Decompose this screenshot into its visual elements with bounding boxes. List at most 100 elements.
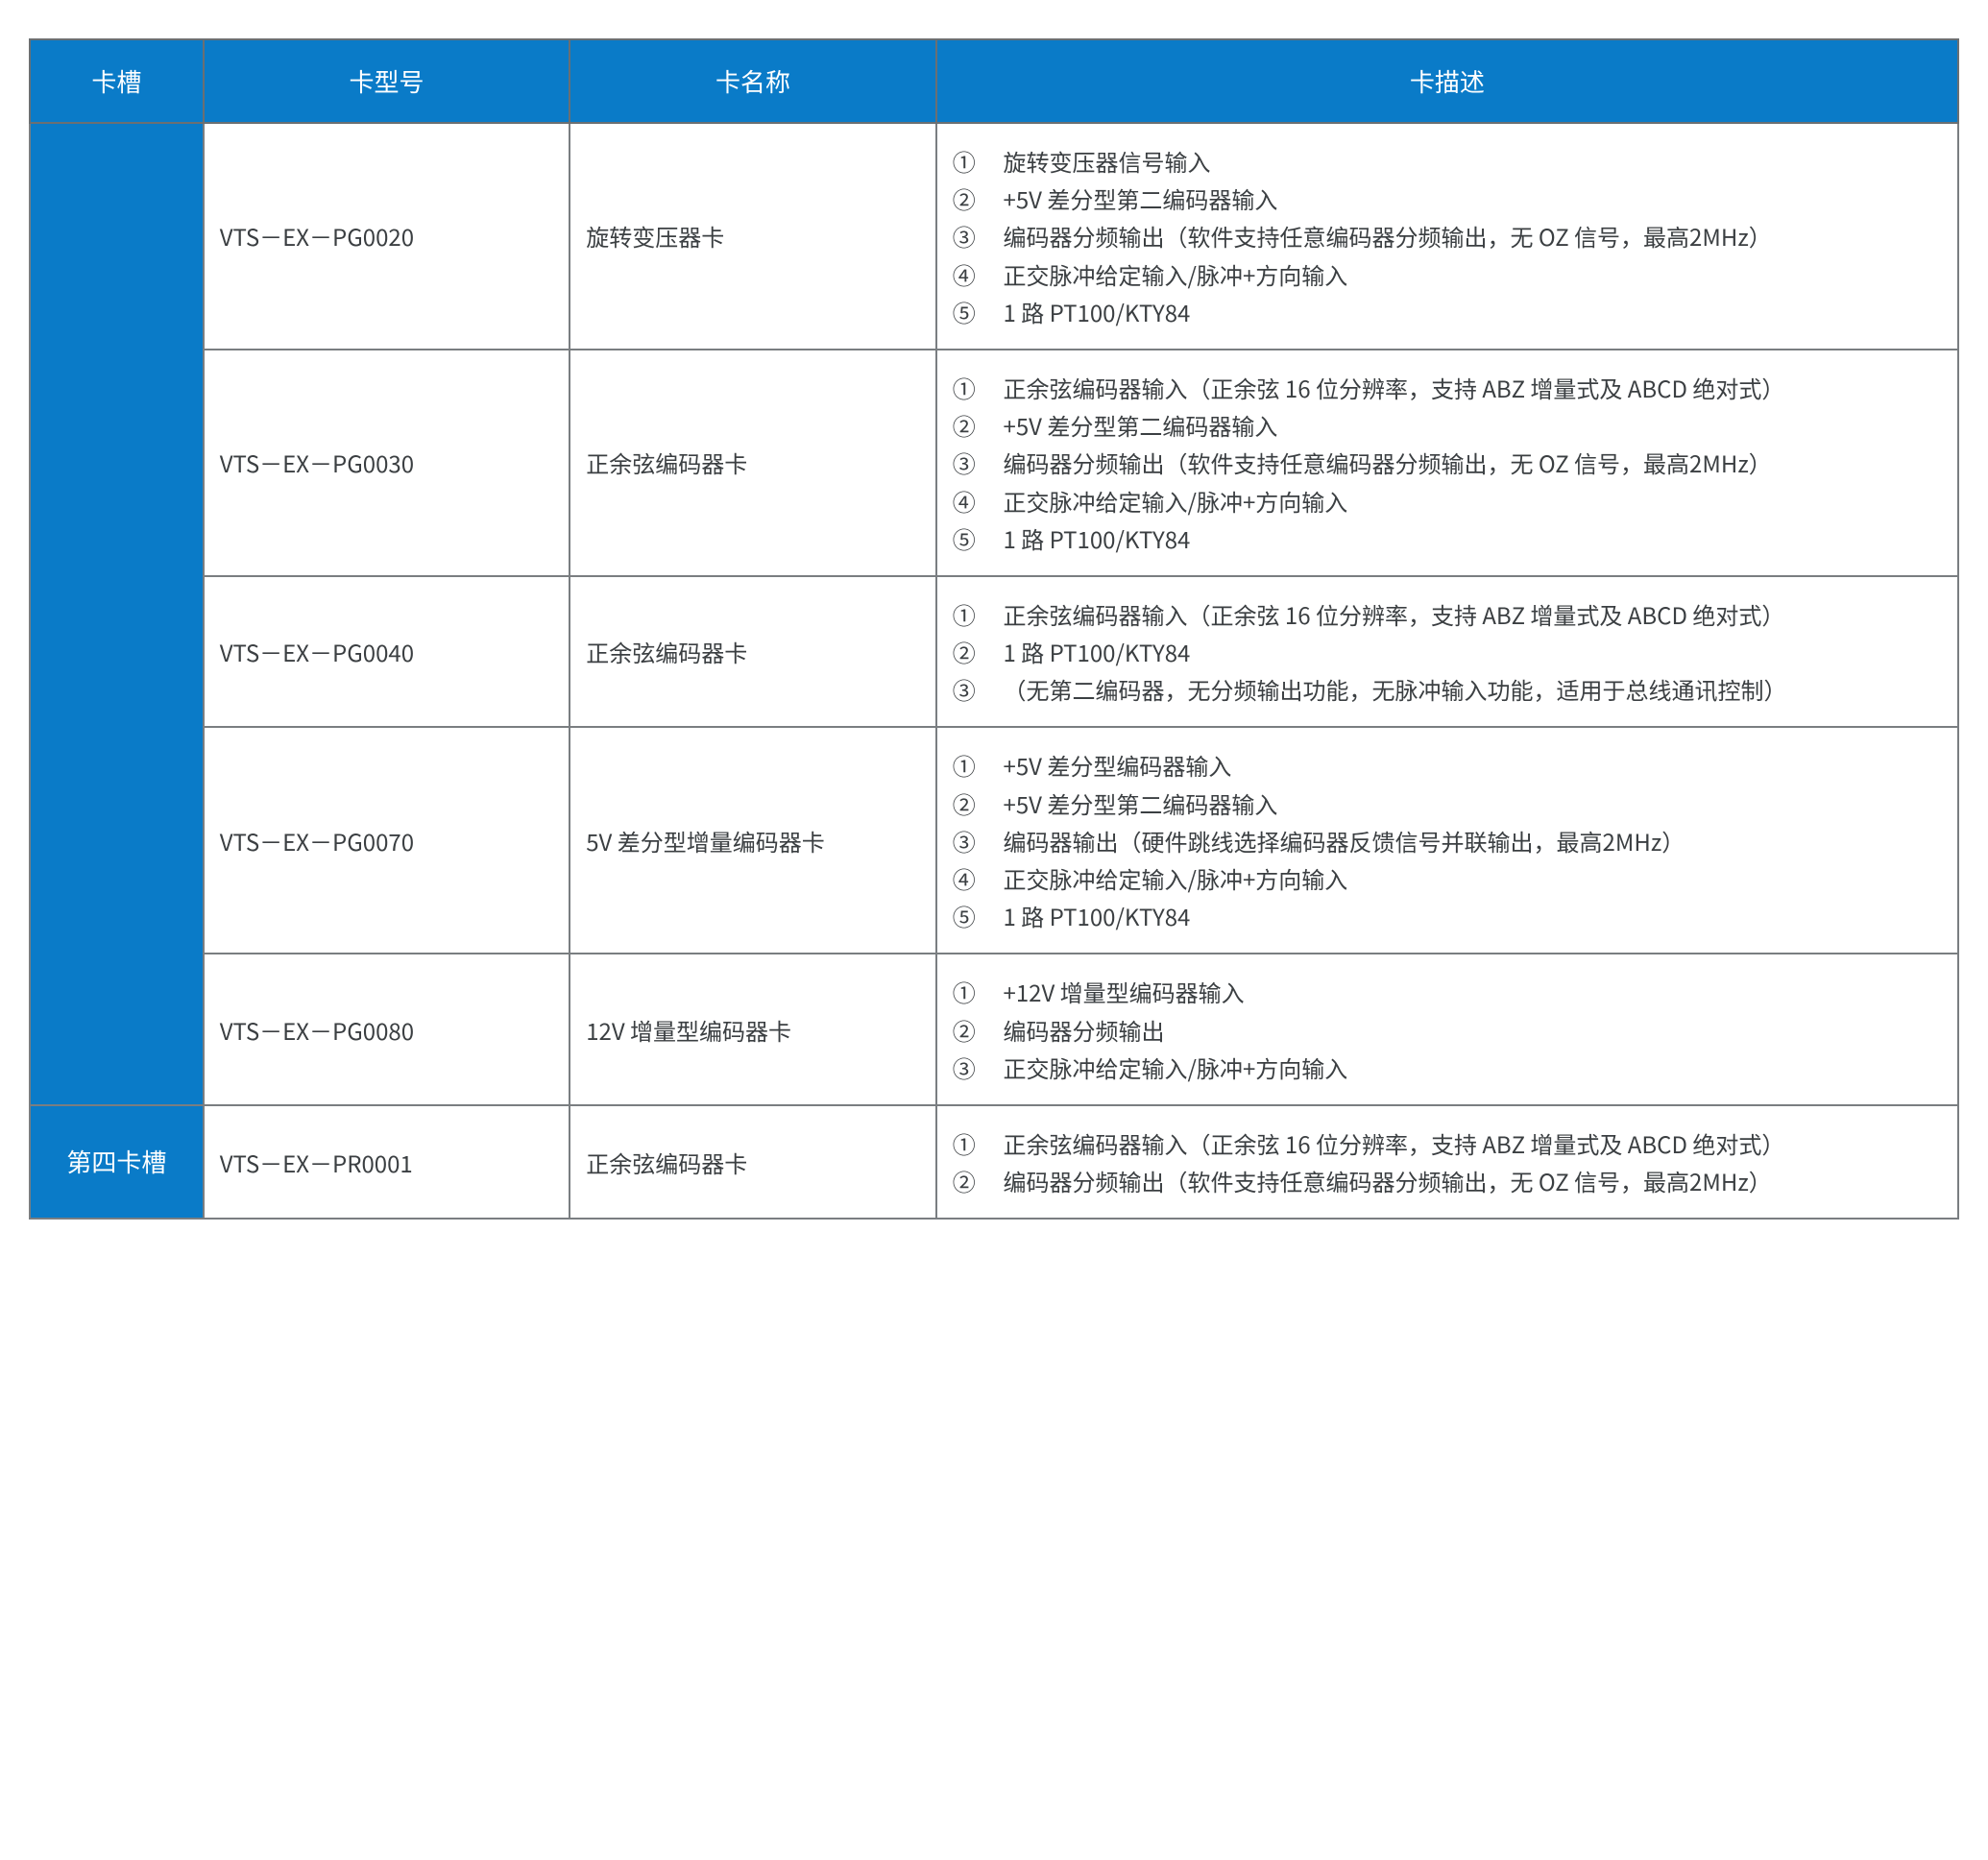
desc-text: 1 路 PT100/KTY84 [1004,899,1191,932]
circled-number-icon: ④ [953,256,999,292]
desc-text: 正交脉冲给定输入/脉冲+方向输入 [1004,257,1348,291]
circled-number-icon: ⑤ [953,294,999,329]
desc-text: 编码器分频输出（软件支持任意编码器分频输出，无 OZ 信号，最高2MHz） [1004,1164,1772,1197]
desc-item: ②+5V 差分型第二编码器输入 [953,181,1942,216]
desc-list: ①+5V 差分型编码器输入②+5V 差分型第二编码器输入③编码器输出（硬件跳线选… [953,747,1942,933]
model-cell: VTS－EX－PR0001 [204,1105,570,1219]
table-row: 第四卡槽VTS－EX－PR0001正余弦编码器卡①正余弦编码器输入（正余弦 16… [30,1105,1958,1219]
desc-item: ④正交脉冲给定输入/脉冲+方向输入 [953,860,1942,896]
circled-number-icon: ③ [953,445,999,480]
desc-cell: ①+5V 差分型编码器输入②+5V 差分型第二编码器输入③编码器输出（硬件跳线选… [936,727,1958,954]
circled-number-icon: ② [953,1012,999,1048]
desc-cell: ①正余弦编码器输入（正余弦 16 位分辨率，支持 ABZ 增量式及 ABCD 绝… [936,1105,1958,1219]
desc-text: 正余弦编码器输入（正余弦 16 位分辨率，支持 ABZ 增量式及 ABCD 绝对… [1004,1126,1785,1160]
desc-text: 正交脉冲给定输入/脉冲+方向输入 [1004,861,1348,895]
desc-cell: ①正余弦编码器输入（正余弦 16 位分辨率，支持 ABZ 增量式及 ABCD 绝… [936,350,1958,576]
desc-list: ①正余弦编码器输入（正余弦 16 位分辨率，支持 ABZ 增量式及 ABCD 绝… [953,370,1942,556]
name-cell: 12V 增量型编码器卡 [570,954,936,1105]
slot-cell: 第四卡槽 [30,1105,204,1219]
circled-number-icon: ② [953,1163,999,1198]
desc-list: ①旋转变压器信号输入②+5V 差分型第二编码器输入③编码器分频输出（软件支持任意… [953,143,1942,329]
desc-item: ①+5V 差分型编码器输入 [953,747,1942,783]
desc-text: 1 路 PT100/KTY84 [1004,635,1191,668]
table-row: VTS－EX－PG008012V 增量型编码器卡①+12V 增量型编码器输入②编… [30,954,1958,1105]
desc-list: ①正余弦编码器输入（正余弦 16 位分辨率，支持 ABZ 增量式及 ABCD 绝… [953,596,1942,708]
desc-item: ③编码器输出（硬件跳线选择编码器反馈信号并联输出，最高2MHz） [953,823,1942,858]
table-row: VTS－EX－PG0020旋转变压器卡①旋转变压器信号输入②+5V 差分型第二编… [30,123,1958,350]
table-row: VTS－EX－PG0030正余弦编码器卡①正余弦编码器输入（正余弦 16 位分辨… [30,350,1958,576]
desc-item: ③编码器分频输出（软件支持任意编码器分频输出，无 OZ 信号，最高2MHz） [953,445,1942,480]
desc-list: ①+12V 增量型编码器输入②编码器分频输出③正交脉冲给定输入/脉冲+方向输入 [953,974,1942,1085]
desc-text: +12V 增量型编码器输入 [1004,975,1245,1008]
name-cell: 旋转变压器卡 [570,123,936,350]
model-cell: VTS－EX－PG0040 [204,576,570,728]
circled-number-icon: ③ [953,671,999,707]
col-header-slot: 卡槽 [30,39,204,123]
desc-item: ⑤1 路 PT100/KTY84 [953,898,1942,933]
desc-item: ①正余弦编码器输入（正余弦 16 位分辨率，支持 ABZ 增量式及 ABCD 绝… [953,1125,1942,1161]
circled-number-icon: ② [953,407,999,443]
table-body: VTS－EX－PG0020旋转变压器卡①旋转变压器信号输入②+5V 差分型第二编… [30,123,1958,1219]
desc-item: ④正交脉冲给定输入/脉冲+方向输入 [953,256,1942,292]
circled-number-icon: ③ [953,823,999,858]
desc-item: ③（无第二编码器，无分频输出功能，无脉冲输入功能，适用于总线通讯控制） [953,671,1942,707]
desc-text: 正交脉冲给定输入/脉冲+方向输入 [1004,1051,1348,1084]
desc-text: 正交脉冲给定输入/脉冲+方向输入 [1004,484,1348,518]
col-header-model: 卡型号 [204,39,570,123]
col-header-desc: 卡描述 [936,39,1958,123]
desc-item: ②编码器分频输出 [953,1012,1942,1048]
desc-cell: ①+12V 增量型编码器输入②编码器分频输出③正交脉冲给定输入/脉冲+方向输入 [936,954,1958,1105]
circled-number-icon: ⑤ [953,520,999,556]
card-spec-table: 卡槽 卡型号 卡名称 卡描述 VTS－EX－PG0020旋转变压器卡①旋转变压器… [29,38,1959,1220]
circled-number-icon: ② [953,181,999,216]
circled-number-icon: ④ [953,860,999,896]
desc-text: （无第二编码器，无分频输出功能，无脉冲输入功能，适用于总线通讯控制） [1004,672,1787,706]
desc-text: 旋转变压器信号输入 [1004,144,1211,178]
desc-text: 编码器输出（硬件跳线选择编码器反馈信号并联输出，最高2MHz） [1004,824,1685,858]
desc-item: ①+12V 增量型编码器输入 [953,974,1942,1009]
desc-text: 编码器分频输出（软件支持任意编码器分频输出，无 OZ 信号，最高2MHz） [1004,219,1772,253]
desc-text: 编码器分频输出 [1004,1013,1165,1047]
circled-number-icon: ② [953,785,999,821]
col-header-name: 卡名称 [570,39,936,123]
desc-text: 正余弦编码器输入（正余弦 16 位分辨率，支持 ABZ 增量式及 ABCD 绝对… [1004,371,1785,404]
desc-item: ②+5V 差分型第二编码器输入 [953,407,1942,443]
model-cell: VTS－EX－PG0030 [204,350,570,576]
desc-item: ②编码器分频输出（软件支持任意编码器分频输出，无 OZ 信号，最高2MHz） [953,1163,1942,1198]
table-row: VTS－EX－PG0040正余弦编码器卡 ①正余弦编码器输入（正余弦 16 位分辨… [30,576,1958,728]
desc-text: 编码器分频输出（软件支持任意编码器分频输出，无 OZ 信号，最高2MHz） [1004,446,1772,479]
desc-list: ①正余弦编码器输入（正余弦 16 位分辨率，支持 ABZ 增量式及 ABCD 绝… [953,1125,1942,1198]
model-cell: VTS－EX－PG0070 [204,727,570,954]
circled-number-icon: ① [953,596,999,632]
circled-number-icon: ① [953,370,999,405]
circled-number-icon: ④ [953,483,999,519]
desc-text: +5V 差分型编码器输入 [1004,748,1232,782]
desc-cell: ①正余弦编码器输入（正余弦 16 位分辨率，支持 ABZ 增量式及 ABCD 绝… [936,576,1958,728]
model-cell: VTS－EX－PG0080 [204,954,570,1105]
desc-item: ①正余弦编码器输入（正余弦 16 位分辨率，支持 ABZ 增量式及 ABCD 绝… [953,596,1942,632]
desc-item: ①旋转变压器信号输入 [953,143,1942,179]
circled-number-icon: ① [953,974,999,1009]
circled-number-icon: ③ [953,218,999,254]
desc-text: 1 路 PT100/KTY84 [1004,295,1191,328]
model-cell: VTS－EX－PG0020 [204,123,570,350]
name-cell: 5V 差分型增量编码器卡 [570,727,936,954]
desc-item: ⑤1 路 PT100/KTY84 [953,294,1942,329]
desc-text: +5V 差分型第二编码器输入 [1004,181,1278,215]
desc-text: +5V 差分型第二编码器输入 [1004,408,1278,442]
circled-number-icon: ① [953,747,999,783]
desc-cell: ①旋转变压器信号输入②+5V 差分型第二编码器输入③编码器分频输出（软件支持任意… [936,123,1958,350]
desc-item: ④正交脉冲给定输入/脉冲+方向输入 [953,483,1942,519]
circled-number-icon: ② [953,634,999,669]
circled-number-icon: ③ [953,1050,999,1085]
desc-item: ③编码器分频输出（软件支持任意编码器分频输出，无 OZ 信号，最高2MHz） [953,218,1942,254]
desc-item: ③正交脉冲给定输入/脉冲+方向输入 [953,1050,1942,1085]
desc-item: ⑤1 路 PT100/KTY84 [953,520,1942,556]
table-header: 卡槽 卡型号 卡名称 卡描述 [30,39,1958,123]
table-row: VTS－EX－PG00705V 差分型增量编码器卡①+5V 差分型编码器输入②+… [30,727,1958,954]
name-cell: 正余弦编码器卡 [570,576,936,728]
desc-item: ①正余弦编码器输入（正余弦 16 位分辨率，支持 ABZ 增量式及 ABCD 绝… [953,370,1942,405]
desc-item: ②+5V 差分型第二编码器输入 [953,785,1942,821]
circled-number-icon: ⑤ [953,898,999,933]
desc-text: 1 路 PT100/KTY84 [1004,521,1191,555]
